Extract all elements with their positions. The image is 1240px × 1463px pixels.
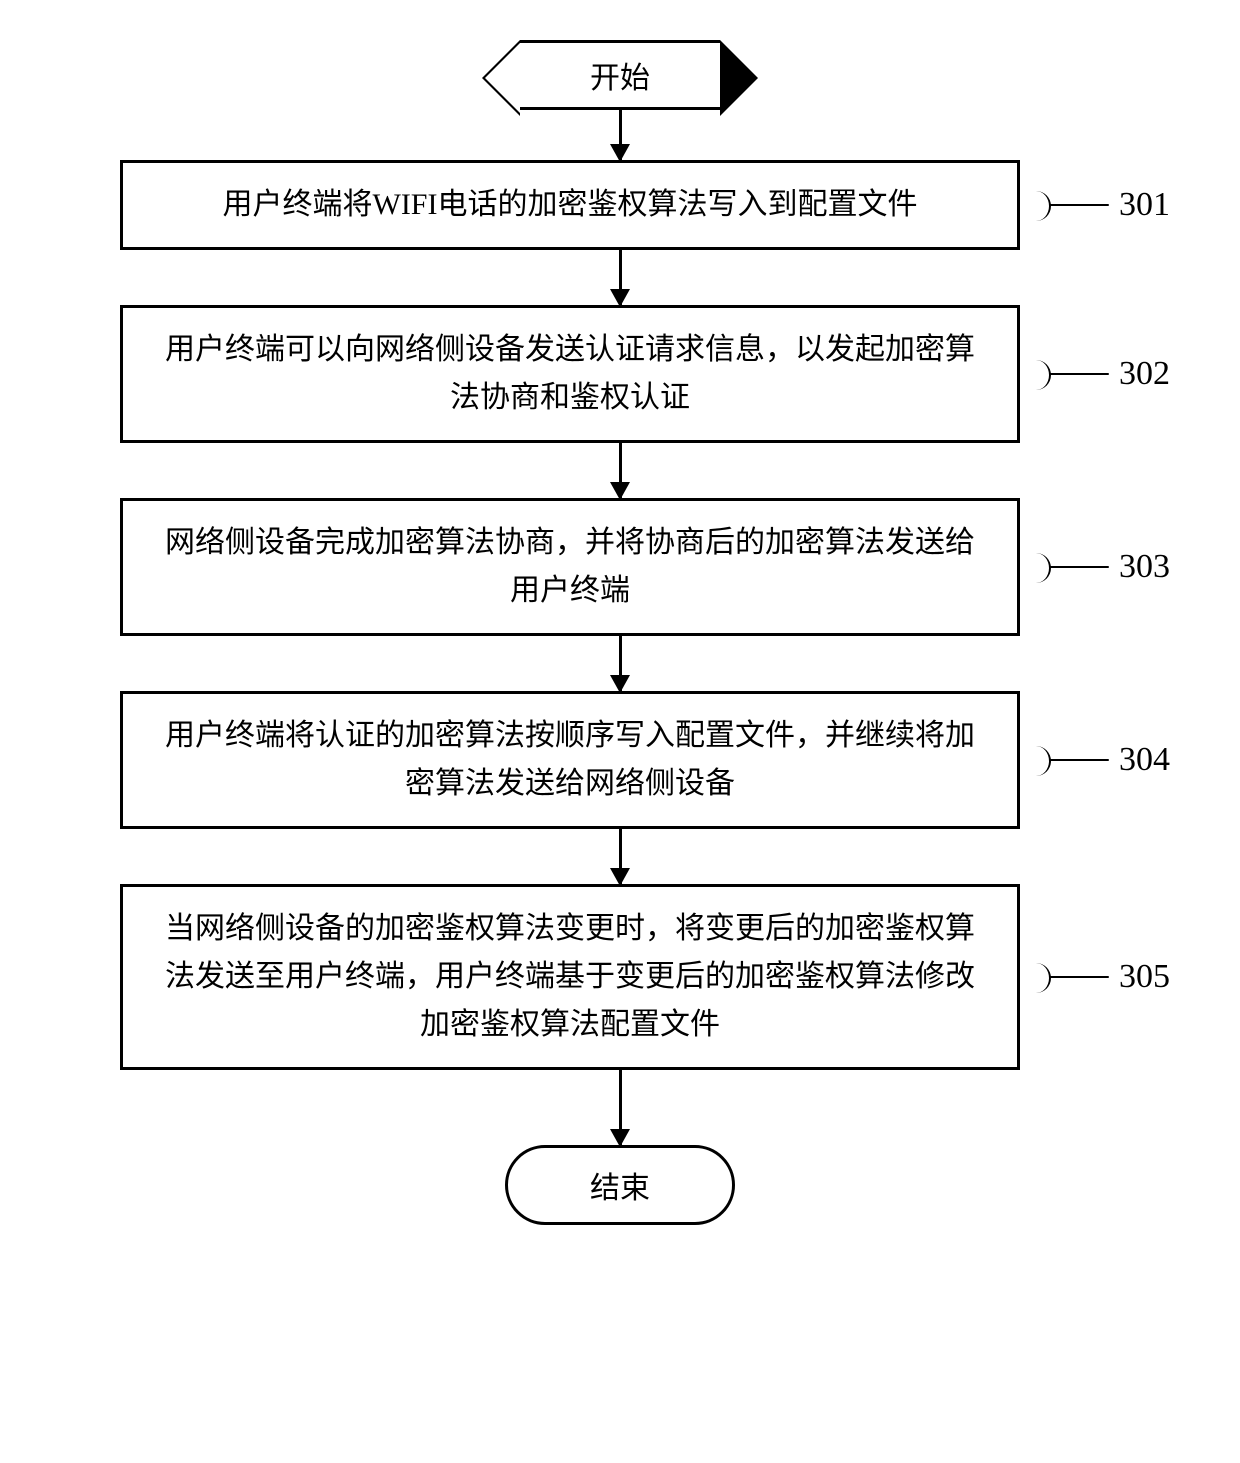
flowchart-container: 开始 用户终端将WIFI电话的加密鉴权算法写入到配置文件 301 用户终端可以向… — [70, 40, 1170, 1225]
process-row-301: 用户终端将WIFI电话的加密鉴权算法写入到配置文件 301 — [70, 160, 1170, 250]
step-number: 304 — [1119, 741, 1170, 779]
arrow — [619, 829, 622, 884]
start-terminator: 开始 — [520, 40, 720, 110]
arrow — [619, 636, 622, 691]
arrow — [619, 250, 622, 305]
process-row-303: 网络侧设备完成加密算法协商，并将协商后的加密算法发送给用户终端 303 — [70, 498, 1170, 636]
end-terminator: 结束 — [505, 1145, 735, 1225]
step-number: 302 — [1119, 355, 1170, 393]
step-label: 304 — [1049, 741, 1170, 779]
arrow — [619, 110, 622, 160]
step-number: 305 — [1119, 958, 1170, 996]
step-label: 305 — [1049, 958, 1170, 996]
process-box: 用户终端将WIFI电话的加密鉴权算法写入到配置文件 — [120, 160, 1020, 250]
step-label: 302 — [1049, 355, 1170, 393]
process-row-304: 用户终端将认证的加密算法按顺序写入配置文件，并继续将加密算法发送给网络侧设备 3… — [70, 691, 1170, 829]
start-label: 开始 — [590, 53, 650, 97]
process-row-305: 当网络侧设备的加密鉴权算法变更时，将变更后的加密鉴权算法发送至用户终端，用户终端… — [70, 884, 1170, 1070]
step-number: 303 — [1119, 548, 1170, 586]
step-label: 303 — [1049, 548, 1170, 586]
arrow — [619, 443, 622, 498]
end-label: 结束 — [590, 1163, 650, 1207]
process-box: 用户终端可以向网络侧设备发送认证请求信息，以发起加密算法协商和鉴权认证 — [120, 305, 1020, 443]
process-box: 当网络侧设备的加密鉴权算法变更时，将变更后的加密鉴权算法发送至用户终端，用户终端… — [120, 884, 1020, 1070]
process-box: 网络侧设备完成加密算法协商，并将协商后的加密算法发送给用户终端 — [120, 498, 1020, 636]
step-number: 301 — [1119, 186, 1170, 224]
process-row-302: 用户终端可以向网络侧设备发送认证请求信息，以发起加密算法协商和鉴权认证 302 — [70, 305, 1170, 443]
step-label: 301 — [1049, 186, 1170, 224]
arrow — [619, 1070, 622, 1145]
process-box: 用户终端将认证的加密算法按顺序写入配置文件，并继续将加密算法发送给网络侧设备 — [120, 691, 1020, 829]
